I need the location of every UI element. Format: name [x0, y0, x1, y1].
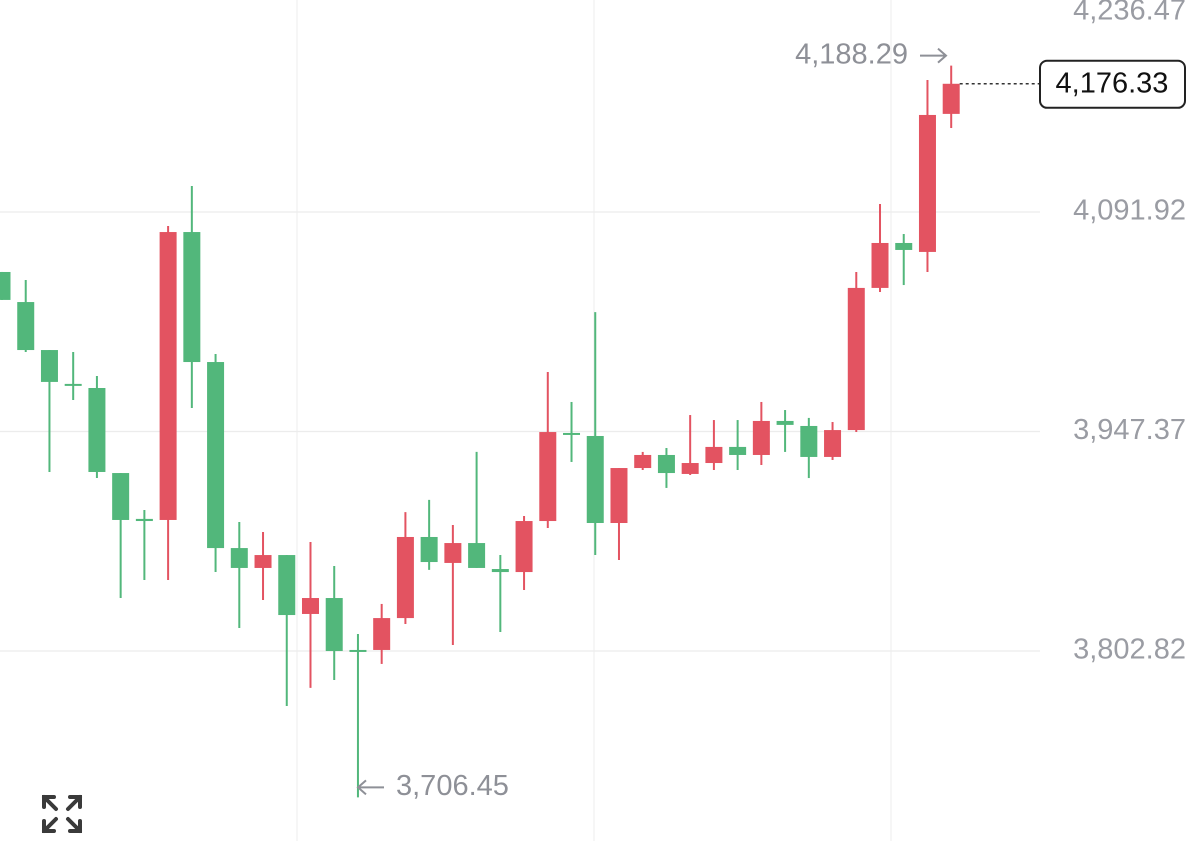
candle-body — [895, 242, 913, 250]
candle-body — [325, 598, 343, 652]
y-tick-label: 3,947.37 — [1073, 414, 1186, 446]
candle-body — [681, 463, 699, 474]
candle-body — [847, 287, 865, 431]
expand-arrow — [42, 795, 58, 811]
candle-body — [0, 271, 11, 300]
candle-body — [918, 114, 936, 252]
last-price-box — [1039, 59, 1186, 109]
expand-arrow — [42, 817, 58, 833]
candle-body — [40, 350, 58, 382]
candle-body — [539, 432, 557, 522]
candle-body — [349, 649, 367, 652]
y-tick-label: 4,091.92 — [1073, 195, 1186, 227]
expand-icon[interactable] — [42, 795, 82, 833]
candle-body — [657, 454, 675, 474]
candle-body — [444, 543, 462, 563]
y-tick-label: 4,236.47 — [1073, 0, 1186, 27]
candle-body — [776, 420, 794, 425]
candle-body — [373, 618, 391, 650]
candle-body — [610, 468, 628, 524]
candle-body — [17, 302, 35, 351]
candle-body — [207, 362, 225, 549]
candle-body — [586, 435, 604, 524]
candle-body — [112, 473, 130, 520]
candle-body — [301, 598, 319, 614]
candle-body — [729, 446, 747, 455]
candle-body — [230, 548, 248, 568]
candle-body — [159, 232, 177, 520]
candle-body — [183, 232, 201, 363]
candle-body — [64, 383, 82, 386]
candle-body — [254, 555, 272, 568]
low-arrow — [356, 779, 384, 796]
candle-body — [420, 536, 438, 563]
candle-body — [871, 242, 889, 288]
candle-body — [515, 521, 533, 573]
high-arrow — [920, 47, 948, 64]
expand-arrow — [66, 795, 82, 811]
low-label: 3,706.45 — [396, 770, 509, 802]
candle-body — [468, 543, 486, 568]
expand-arrow — [66, 817, 82, 833]
candle-body — [396, 536, 414, 619]
vertical-grid — [296, 0, 892, 841]
candle-body — [491, 569, 509, 573]
candle-body — [634, 454, 652, 469]
y-tick-label: 3,802.82 — [1073, 634, 1186, 666]
candle-body — [824, 430, 842, 457]
candle-body — [278, 555, 296, 616]
last-price-label: 4,176.33 — [1056, 67, 1169, 99]
candle-body — [942, 83, 960, 114]
candle-body — [135, 518, 153, 522]
candle-body — [88, 388, 106, 472]
candle-body — [705, 446, 723, 464]
high-label: 4,188.29 — [795, 38, 908, 70]
candle-body — [563, 432, 581, 435]
candle-body — [800, 425, 818, 457]
candle-body — [752, 420, 770, 455]
